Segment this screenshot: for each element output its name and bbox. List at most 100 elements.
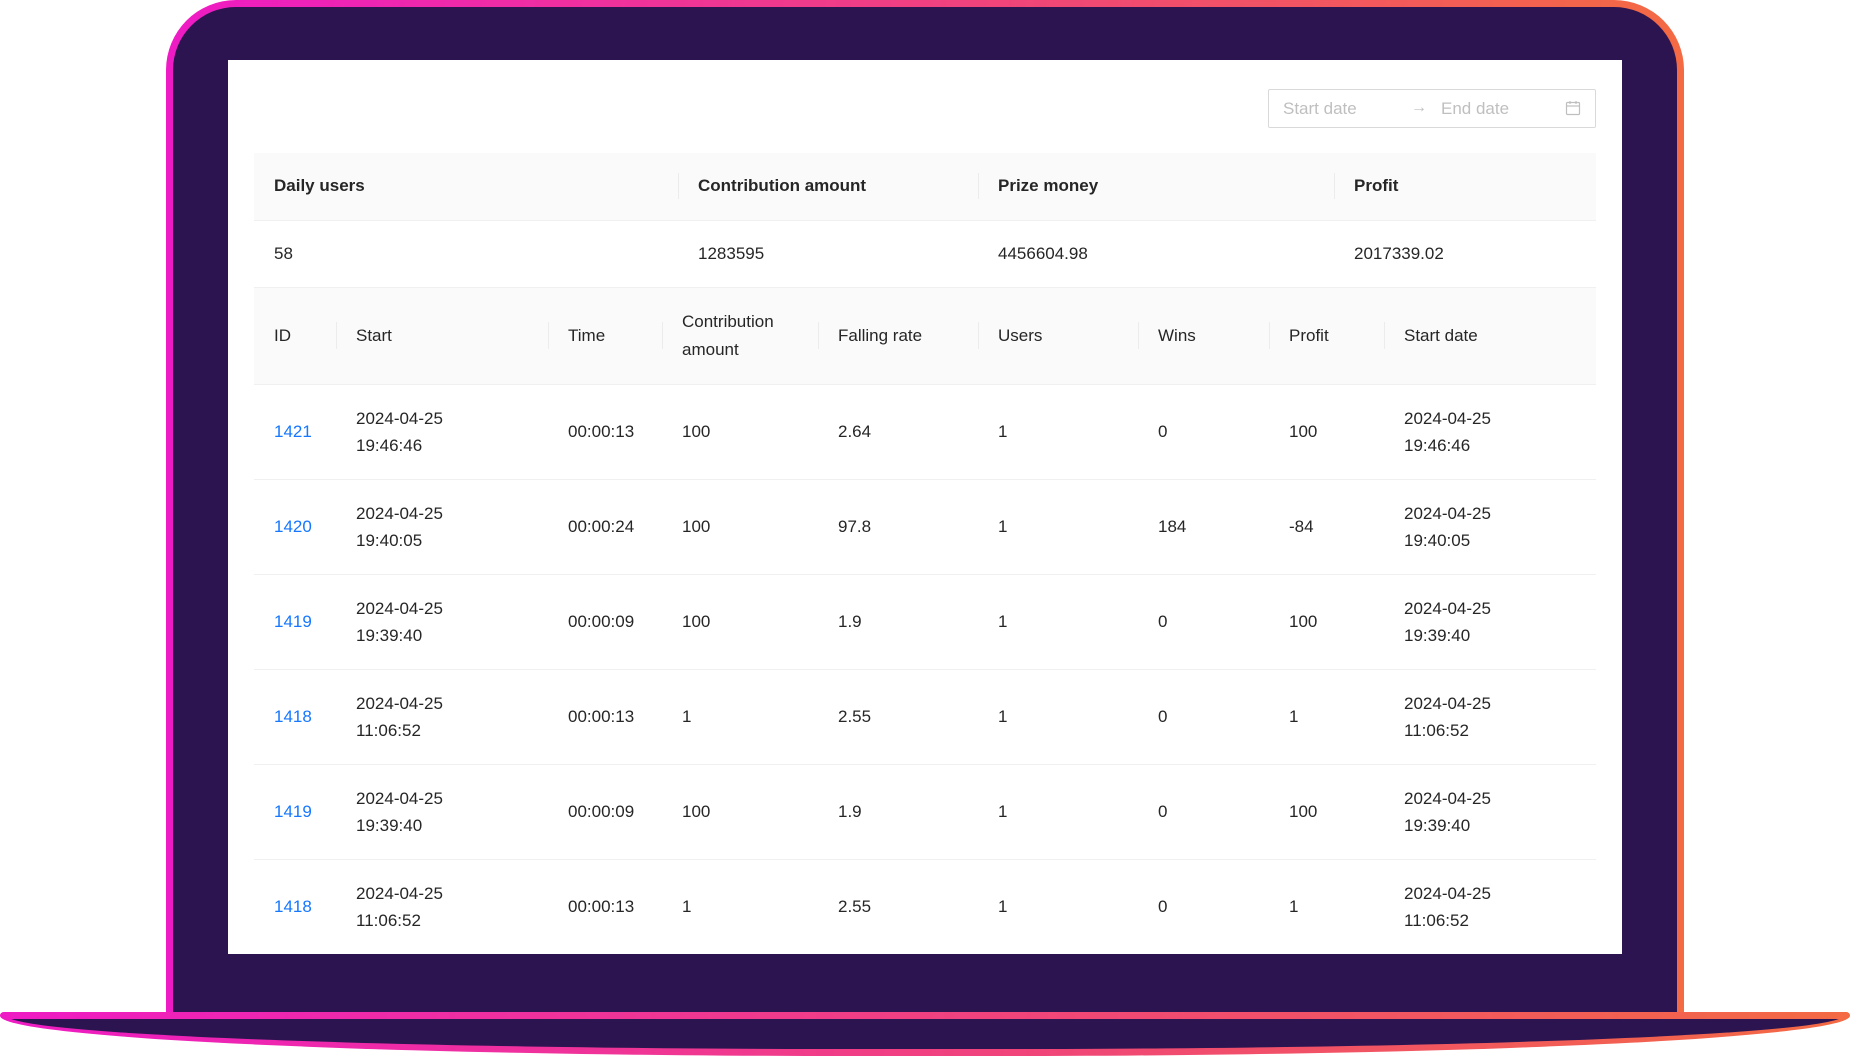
rounds-table: ID Start Time Contribution amount Fallin…	[254, 288, 1596, 954]
date-range-picker[interactable]: Start date → End date	[1268, 89, 1596, 128]
app-screen: Start date → End date Daily users Contri…	[228, 60, 1622, 954]
start-date-time-text: 19:39:40	[1404, 625, 1471, 645]
summary-values-row: 58 1283595 4456604.98 2017339.02	[254, 220, 1596, 288]
wins-cell: 0	[1138, 764, 1269, 860]
start-date-date-text: 2024-04-25	[1404, 598, 1491, 618]
start-date-text: 2024-04-25	[356, 503, 443, 523]
table-row[interactable]: 1420 2024-04-25 19:40:05 00:00:24 100 97.8 1 18…	[254, 479, 1596, 575]
start-date-text: 2024-04-25	[356, 408, 443, 428]
contribution-cell: 100	[662, 574, 818, 670]
start-date-text: 2024-04-25	[356, 883, 443, 903]
column-header-falling-rate[interactable]: Falling rate	[818, 288, 978, 385]
start-date-cell: 2024-04-25 19:46:46	[1384, 384, 1596, 480]
column-header-start-date[interactable]: Start date	[1384, 288, 1596, 385]
table-row[interactable]: 1419 2024-04-25 19:39:40 00:00:09 100 1.9 1 0 10…	[254, 574, 1596, 670]
time-cell: 00:00:13	[548, 859, 662, 954]
start-cell: 2024-04-25 11:06:52	[336, 859, 548, 954]
users-cell: 1	[978, 669, 1138, 765]
start-date-time-text: 11:06:52	[1404, 720, 1469, 740]
start-time-text: 11:06:52	[356, 910, 421, 930]
summary-table: Daily users Contribution amount Prize mo…	[254, 153, 1596, 288]
contribution-cell: 1	[662, 669, 818, 765]
start-date-date-text: 2024-04-25	[1404, 408, 1491, 428]
time-cell: 00:00:09	[548, 574, 662, 670]
start-date-date-text: 2024-04-25	[1404, 788, 1491, 808]
column-header-time[interactable]: Time	[548, 288, 662, 385]
start-cell: 2024-04-25 19:46:46	[336, 384, 548, 480]
column-header-contribution[interactable]: Contribution amount	[662, 288, 818, 385]
summary-value-prize-money: 4456604.98	[978, 220, 1334, 288]
summary-header-contribution: Contribution amount	[678, 153, 978, 221]
start-date-cell: 2024-04-25 19:39:40	[1384, 574, 1596, 670]
start-date-text: 2024-04-25	[356, 788, 443, 808]
time-cell: 00:00:09	[548, 764, 662, 860]
contribution-cell: 100	[662, 764, 818, 860]
users-cell: 1	[978, 574, 1138, 670]
laptop-base	[0, 1012, 1850, 1056]
start-date-cell: 2024-04-25 11:06:52	[1384, 859, 1596, 954]
start-cell: 2024-04-25 11:06:52	[336, 669, 548, 765]
summary-header-row: Daily users Contribution amount Prize mo…	[254, 153, 1596, 221]
column-header-contribution-line1: Contribution	[682, 311, 774, 331]
start-time-text: 19:40:05	[356, 530, 423, 550]
column-header-users[interactable]: Users	[978, 288, 1138, 385]
round-id-link[interactable]: 1419	[254, 764, 336, 860]
table-row[interactable]: 1418 2024-04-25 11:06:52 00:00:13 1 2.55 1 0 1 20…	[254, 669, 1596, 765]
falling-rate-cell: 97.8	[818, 479, 978, 575]
start-date-time-text: 19:39:40	[1404, 815, 1471, 835]
start-date-text: 2024-04-25	[356, 693, 443, 713]
wins-cell: 0	[1138, 574, 1269, 670]
summary-value-contribution: 1283595	[678, 220, 978, 288]
start-time-text: 19:39:40	[356, 815, 423, 835]
calendar-icon[interactable]	[1565, 100, 1581, 116]
start-date-input[interactable]: Start date	[1283, 99, 1357, 118]
start-time-text: 19:39:40	[356, 625, 423, 645]
column-header-id[interactable]: ID	[254, 288, 336, 385]
start-cell: 2024-04-25 19:40:05	[336, 479, 548, 575]
column-header-wins[interactable]: Wins	[1138, 288, 1269, 385]
start-date-date-text: 2024-04-25	[1404, 883, 1491, 903]
summary-header-prize-money: Prize money	[978, 153, 1334, 221]
table-row[interactable]: 1418 2024-04-25 11:06:52 00:00:13 1 2.55 1 0 1 20…	[254, 859, 1596, 954]
round-id-link[interactable]: 1419	[254, 574, 336, 670]
start-time-text: 19:46:46	[356, 435, 423, 455]
start-date-cell: 2024-04-25 19:40:05	[1384, 479, 1596, 575]
profit-cell: -84	[1269, 479, 1384, 575]
date-separator-icon: →	[1411, 99, 1427, 116]
column-header-start[interactable]: Start	[336, 288, 548, 385]
falling-rate-cell: 2.55	[818, 859, 978, 954]
profit-cell: 1	[1269, 859, 1384, 954]
profit-cell: 100	[1269, 384, 1384, 480]
summary-header-profit: Profit	[1334, 153, 1596, 221]
end-date-input[interactable]: End date	[1441, 99, 1510, 118]
column-header-contribution-line2: amount	[682, 339, 739, 359]
summary-value-profit: 2017339.02	[1334, 220, 1596, 288]
start-date-text: 2024-04-25	[356, 598, 443, 618]
start-cell: 2024-04-25 19:39:40	[336, 764, 548, 860]
column-header-profit[interactable]: Profit	[1269, 288, 1384, 385]
start-time-text: 11:06:52	[356, 720, 421, 740]
contribution-cell: 100	[662, 479, 818, 575]
start-date-time-text: 19:40:05	[1404, 530, 1471, 550]
users-cell: 1	[978, 859, 1138, 954]
start-date-time-text: 19:46:46	[1404, 435, 1471, 455]
round-id-link[interactable]: 1420	[254, 479, 336, 575]
wins-cell: 0	[1138, 669, 1269, 765]
users-cell: 1	[978, 764, 1138, 860]
rounds-header-row: ID Start Time Contribution amount Fallin…	[254, 288, 1596, 385]
falling-rate-cell: 2.55	[818, 669, 978, 765]
contribution-cell: 100	[662, 384, 818, 480]
table-row[interactable]: 1419 2024-04-25 19:39:40 00:00:09 100 1.9 1 0 10…	[254, 764, 1596, 860]
time-cell: 00:00:13	[548, 384, 662, 480]
start-date-cell: 2024-04-25 11:06:52	[1384, 669, 1596, 765]
falling-rate-cell: 2.64	[818, 384, 978, 480]
users-cell: 1	[978, 479, 1138, 575]
round-id-link[interactable]: 1418	[254, 669, 336, 765]
start-date-date-text: 2024-04-25	[1404, 693, 1491, 713]
table-row[interactable]: 1421 2024-04-25 19:46:46 00:00:13 100 2.64 1 0 1…	[254, 384, 1596, 480]
round-id-link[interactable]: 1418	[254, 859, 336, 954]
wins-cell: 0	[1138, 384, 1269, 480]
round-id-link[interactable]: 1421	[254, 384, 336, 480]
profit-cell: 100	[1269, 764, 1384, 860]
